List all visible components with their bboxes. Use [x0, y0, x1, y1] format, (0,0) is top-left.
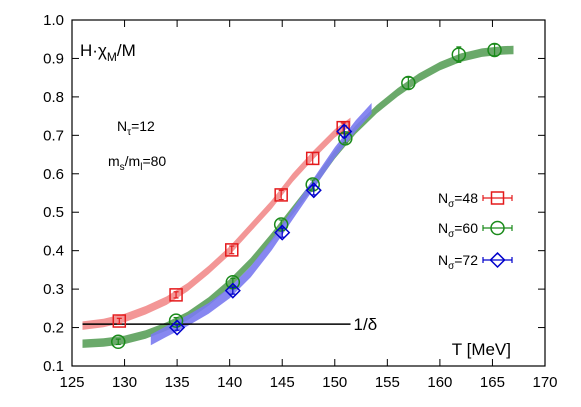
point-series-0-2: [225, 243, 239, 257]
point-series-2-1: [224, 282, 241, 299]
marker: [451, 47, 467, 62]
point-series-2-2: [274, 224, 291, 241]
marker: [487, 42, 502, 58]
y-tick-label-7: 0.8: [43, 89, 64, 106]
legend-label: Nσ=48: [438, 190, 478, 210]
plot-frame: [71, 19, 546, 367]
point-series-0-1: [169, 288, 183, 302]
marker: [274, 188, 288, 202]
point-series-0-4: [305, 151, 320, 166]
marker: [273, 217, 289, 232]
marker: [338, 131, 353, 146]
legend-entry-2: Nσ=72: [438, 251, 513, 272]
point-series-0-3: [274, 188, 288, 202]
point-series-1-0: [110, 334, 126, 350]
marker: [336, 123, 353, 140]
x-tick-label-8: 165: [480, 374, 505, 391]
mass-ratio-annotation: ms/ml=80: [108, 153, 166, 173]
y-tick-label-6: 0.7: [43, 127, 64, 144]
x-tick-label-1: 130: [112, 374, 137, 391]
x-tick-label-3: 140: [217, 374, 242, 391]
point-series-1-6: [401, 75, 416, 91]
y-tick-label-1: 0.2: [43, 320, 64, 337]
point-series-1-8: [487, 42, 502, 58]
delta-label: 1/δ: [354, 315, 378, 334]
legend-marker: [490, 220, 505, 236]
point-series-0-0: [112, 314, 127, 328]
point-series-2-0: [169, 319, 186, 336]
y-tick-label-4: 0.5: [43, 204, 64, 221]
y-tick-label-0: 0.1: [43, 358, 64, 375]
marker: [274, 224, 291, 241]
legend-label: Nσ=72: [438, 252, 478, 272]
y-axis-label: H·χM/M: [80, 41, 136, 64]
x-tick-label-6: 155: [375, 374, 400, 391]
marker: [225, 243, 239, 257]
data-points: [110, 42, 502, 350]
chart-labels: H·χM/M T [MeV] Nτ=12 ms/ml=80: [80, 41, 511, 359]
x-tick-label-4: 145: [270, 374, 295, 391]
x-tick-label-9: 170: [532, 374, 557, 391]
y-tick-label-9: 1.0: [43, 12, 64, 29]
point-series-1-7: [451, 46, 467, 63]
axes: 125 130 135 140 145 150 155 160 165 170 0.1 0.2 0.3 0…: [43, 12, 557, 391]
ntau-annotation: Nτ=12: [117, 118, 155, 138]
legend-marker: [489, 251, 506, 269]
legend: Nσ=48 Nσ=60 Nσ=72: [438, 190, 513, 272]
legend-marker: [490, 191, 505, 205]
marker: [305, 151, 320, 166]
reference-line: 1/δ: [82, 315, 378, 334]
x-tick-label-2: 135: [165, 374, 190, 391]
marker: [401, 75, 416, 91]
marker: [112, 314, 127, 328]
y-tick-label-3: 0.4: [43, 243, 64, 260]
y-tick-label-2: 0.3: [43, 281, 64, 298]
x-axis-label: T [MeV]: [452, 340, 511, 359]
band-series-1: [82, 45, 514, 348]
point-series-2-3: [305, 182, 322, 199]
legend-entry-0: Nσ=48: [438, 190, 513, 210]
marker: [224, 282, 241, 299]
x-tick-label-0: 125: [59, 374, 84, 391]
marker: [305, 177, 320, 192]
y-tick-label-8: 0.9: [43, 50, 64, 67]
x-tick-label-7: 160: [427, 374, 452, 391]
marker: [169, 319, 186, 336]
legend-entry-1: Nσ=60: [438, 220, 513, 240]
error-bands: [82, 45, 514, 348]
point-series-1-3: [273, 217, 289, 232]
marker: [169, 288, 183, 302]
legend-label: Nσ=60: [438, 220, 478, 240]
marker: [305, 182, 322, 199]
point-series-2-4: [336, 123, 353, 140]
x-tick-label-5: 150: [322, 374, 347, 391]
marker: [110, 334, 126, 350]
marker: [168, 313, 184, 328]
y-tick-label-5: 0.6: [43, 166, 64, 183]
